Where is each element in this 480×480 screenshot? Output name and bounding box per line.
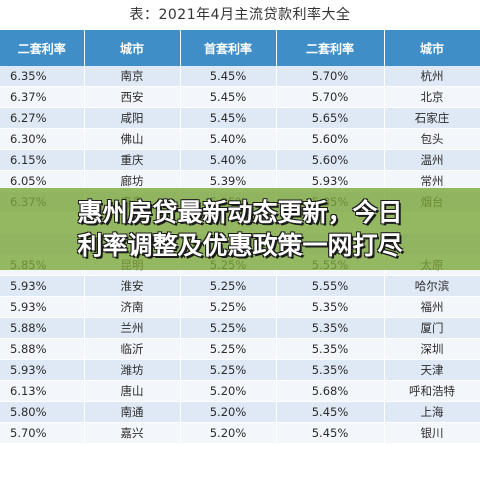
table-row: 5.80% 南通 5.20% 5.45% 上海 [0, 401, 480, 423]
first-rate-cell: 5.45% [180, 107, 277, 129]
second-rate-cell: 5.70% [276, 66, 385, 87]
first-rate-cell: 5.45% [180, 86, 277, 108]
table-row: 5.93% 潍坊 5.25% 5.35% 天津 [0, 359, 480, 381]
table-row: 6.05% 廊坊 5.39% 5.93% 常州 [0, 170, 480, 192]
headline-line-1: 惠州房贷最新动态更新，今日 [77, 198, 403, 227]
header-first-rate: 首套利率 [180, 30, 277, 66]
second-rate-cell: 5.88% [0, 338, 85, 360]
city-cell: 佛山 [84, 128, 181, 150]
city-cell: 深圳 [384, 338, 480, 360]
table-row: 5.93% 济南 5.25% 5.35% 福州 [0, 296, 480, 318]
city-cell: 温州 [384, 149, 480, 171]
second-rate-cell: 5.68% [276, 380, 385, 402]
city-cell: 重庆 [84, 149, 181, 171]
city-cell: 北京 [384, 86, 480, 108]
headline-banner [0, 188, 480, 270]
second-rate-cell: 5.55% [276, 275, 385, 297]
table-row: 6.30% 佛山 5.40% 5.60% 包头 [0, 128, 480, 150]
city-cell: 唐山 [84, 380, 181, 402]
city-cell: 常州 [384, 170, 480, 192]
table-header-row: 二套利率 城市 首套利率 二套利率 城市 [0, 30, 480, 66]
second-rate-cell: 6.13% [0, 380, 85, 402]
second-rate-cell: 5.60% [276, 128, 385, 150]
first-rate-cell: 5.40% [180, 128, 277, 150]
second-rate-cell: 5.65% [276, 107, 385, 129]
city-cell: 石家庄 [384, 107, 480, 129]
second-rate-cell: 5.80% [0, 401, 85, 423]
city-cell: 廊坊 [84, 170, 181, 192]
headline: 惠州房贷最新动态更新，今日 利率调整及优惠政策一网打尽 [0, 196, 480, 262]
city-cell: 杭州 [384, 66, 480, 87]
first-rate-cell: 5.45% [180, 66, 277, 87]
second-rate-cell: 5.60% [276, 149, 385, 171]
header-second-rate: 二套利率 [0, 30, 85, 66]
city-cell: 咸阳 [84, 107, 181, 129]
city-cell: 天津 [384, 359, 480, 381]
table-caption: 表：2021年4月主流贷款利率大全 [0, 0, 480, 30]
second-rate-cell: 5.35% [276, 359, 385, 381]
first-rate-cell: 5.25% [180, 317, 277, 339]
second-rate-cell: 5.93% [0, 296, 85, 318]
city-cell: 西安 [84, 86, 181, 108]
city-cell: 济南 [84, 296, 181, 318]
city-cell: 淮安 [84, 275, 181, 297]
city-cell: 临沂 [84, 338, 181, 360]
table-row: 6.37% 西安 5.45% 5.70% 北京 [0, 86, 480, 108]
second-rate-cell: 5.45% [276, 422, 385, 444]
first-rate-cell: 5.25% [180, 359, 277, 381]
city-cell: 呼和浩特 [384, 380, 480, 402]
first-rate-cell: 5.25% [180, 296, 277, 318]
headline-line-2: 利率调整及优惠政策一网打尽 [77, 231, 403, 260]
second-rate-cell: 5.35% [276, 338, 385, 360]
table-row: 6.15% 重庆 5.40% 5.60% 温州 [0, 149, 480, 171]
city-cell: 嘉兴 [84, 422, 181, 444]
second-rate-cell: 6.27% [0, 107, 85, 129]
second-rate-cell: 5.35% [276, 296, 385, 318]
table-row: 6.13% 唐山 5.20% 5.68% 呼和浩特 [0, 380, 480, 402]
header-city: 城市 [384, 30, 480, 66]
table-row: 5.93% 淮安 5.25% 5.55% 哈尔滨 [0, 275, 480, 297]
table-row: 6.27% 咸阳 5.45% 5.65% 石家庄 [0, 107, 480, 129]
first-rate-cell: 5.25% [180, 338, 277, 360]
table-row: 5.88% 兰州 5.25% 5.35% 厦门 [0, 317, 480, 339]
city-cell: 包头 [384, 128, 480, 150]
first-rate-cell: 5.40% [180, 149, 277, 171]
table-row: 5.70% 嘉兴 5.20% 5.45% 银川 [0, 422, 480, 444]
header-city: 城市 [84, 30, 181, 66]
city-cell: 南通 [84, 401, 181, 423]
second-rate-cell: 5.88% [0, 317, 85, 339]
city-cell: 兰州 [84, 317, 181, 339]
table-row: 5.88% 临沂 5.25% 5.35% 深圳 [0, 338, 480, 360]
second-rate-cell: 6.35% [0, 66, 85, 87]
second-rate-cell: 6.37% [0, 86, 85, 108]
second-rate-cell: 5.93% [0, 359, 85, 381]
table-row: 6.35% 南京 5.45% 5.70% 杭州 [0, 66, 480, 87]
city-cell: 福州 [384, 296, 480, 318]
first-rate-cell: 5.20% [180, 380, 277, 402]
first-rate-cell: 5.20% [180, 401, 277, 423]
second-rate-cell: 5.35% [276, 317, 385, 339]
second-rate-cell: 5.70% [0, 422, 85, 444]
city-cell: 银川 [384, 422, 480, 444]
second-rate-cell: 5.93% [0, 275, 85, 297]
city-cell: 潍坊 [84, 359, 181, 381]
second-rate-cell: 6.15% [0, 149, 85, 171]
second-rate-cell: 5.70% [276, 86, 385, 108]
second-rate-cell: 5.93% [276, 170, 385, 192]
first-rate-cell: 5.20% [180, 422, 277, 444]
city-cell: 哈尔滨 [384, 275, 480, 297]
city-cell: 厦门 [384, 317, 480, 339]
header-second-rate: 二套利率 [276, 30, 385, 66]
second-rate-cell: 6.05% [0, 170, 85, 192]
first-rate-cell: 5.25% [180, 275, 277, 297]
second-rate-cell: 6.30% [0, 128, 85, 150]
city-cell: 上海 [384, 401, 480, 423]
city-cell: 南京 [84, 66, 181, 87]
second-rate-cell: 5.45% [276, 401, 385, 423]
